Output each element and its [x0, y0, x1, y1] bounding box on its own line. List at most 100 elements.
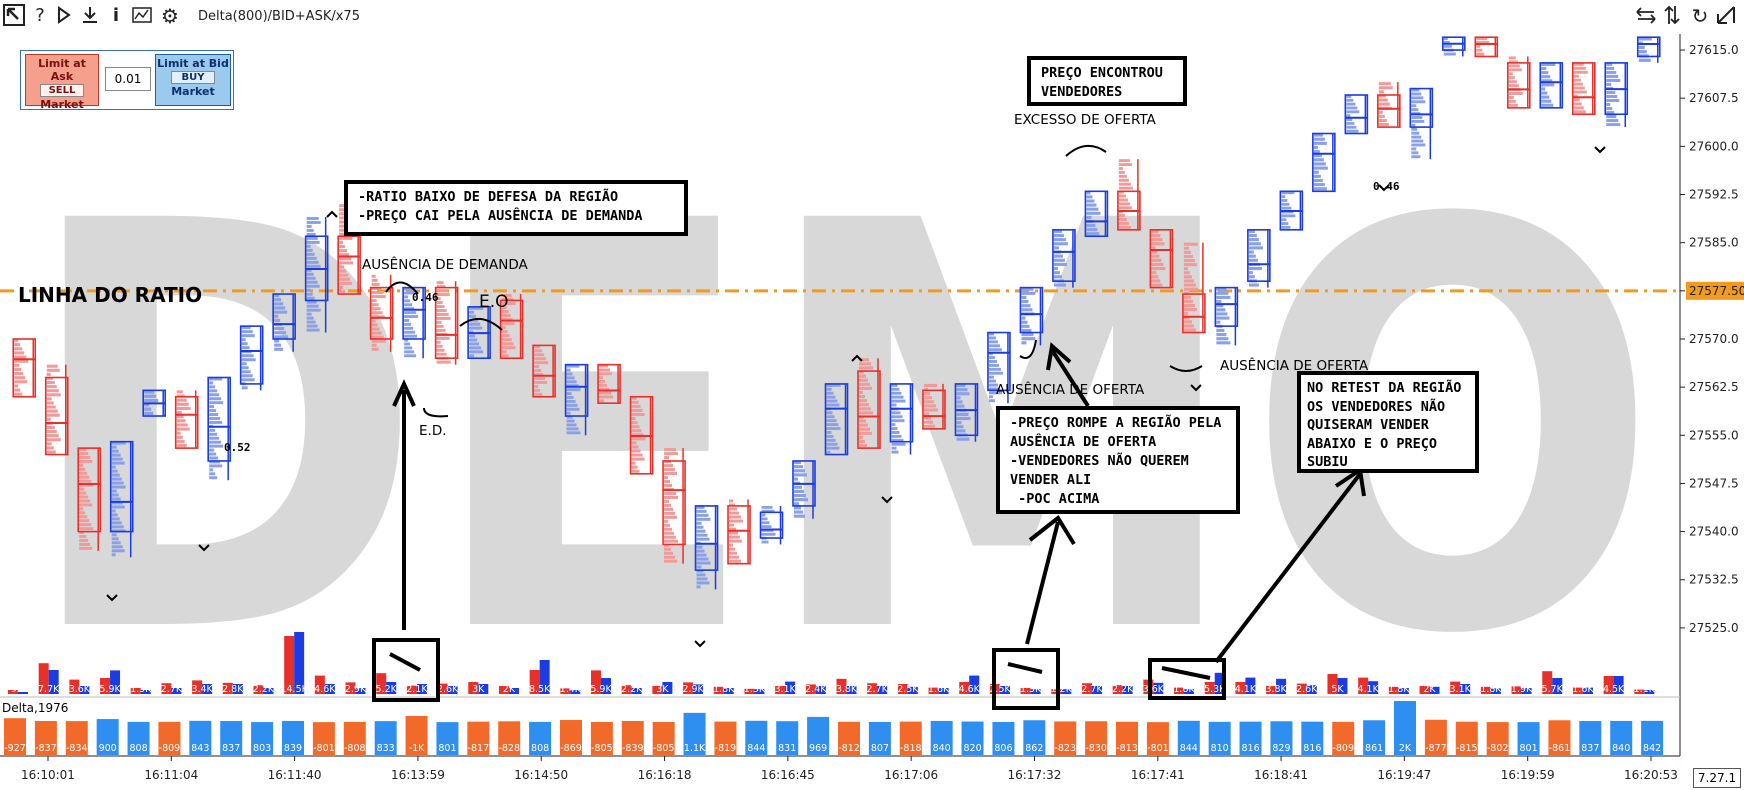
- profile-bar: [664, 503, 672, 507]
- profile-bar: [1281, 218, 1287, 222]
- profile-bar: [1346, 106, 1358, 110]
- profile-bar: [1606, 70, 1617, 74]
- profile-bar: [209, 436, 220, 440]
- collapse-icon[interactable]: [1714, 4, 1738, 28]
- delta-label: 843: [191, 743, 209, 754]
- candle: [402, 286, 426, 359]
- chart-settings-icon[interactable]: [130, 4, 154, 28]
- info-icon[interactable]: i: [112, 5, 120, 26]
- profile-bar: [956, 421, 962, 425]
- volume-label: 5K: [1331, 684, 1344, 695]
- candle-body: [1636, 36, 1661, 58]
- profile-bar: [566, 403, 578, 407]
- swap-icon[interactable]: [1634, 4, 1658, 28]
- profile-bar: [209, 432, 218, 436]
- profile-bar: [664, 535, 677, 539]
- volume-label: 1.5K: [130, 684, 152, 695]
- profile-bar: [371, 303, 379, 307]
- bid-volume-bar: [805, 684, 816, 694]
- bid-volume-bar: [560, 688, 571, 694]
- delta-label: -869: [560, 743, 582, 754]
- profile-bar: [664, 551, 674, 555]
- profile-bar: [923, 416, 931, 420]
- profile-bar: [339, 249, 348, 253]
- bid-volume-bar: [1388, 686, 1399, 694]
- footprint-chart[interactable]: DEMO -927 7.7K 3.6K 5.9K 1.5K 2.7K 3.4K 2.8K 2.2…: [0, 34, 1744, 790]
- profile-bar: [534, 380, 548, 384]
- profile-bar: [111, 497, 121, 501]
- delta-bar: [1054, 721, 1077, 755]
- profile-bar: [209, 420, 223, 424]
- profile-bar: [1053, 258, 1065, 262]
- profile-bar: [794, 460, 802, 465]
- bid-volume-bar: [1235, 682, 1246, 694]
- price-tick-label: 27540.0: [1689, 525, 1739, 539]
- quantity-input[interactable]: 0.01: [105, 67, 151, 91]
- buy-mid-label: BUY: [171, 71, 215, 84]
- delta-label: 840: [933, 743, 951, 754]
- profile-bar: [1183, 250, 1191, 254]
- ask-volume-bar: [1122, 686, 1133, 694]
- bid-volume-bar: [253, 685, 264, 694]
- profile-bar: [46, 405, 56, 409]
- chevron-marker-icon: [198, 544, 210, 552]
- profile-bar: [339, 277, 351, 281]
- profile-bar: [664, 519, 669, 523]
- profile-bar: [1053, 233, 1064, 238]
- profile-bar: [891, 419, 905, 423]
- profile-bar: [566, 392, 572, 396]
- profile-bar: [858, 435, 863, 439]
- candle-body: [1344, 94, 1369, 135]
- select-arrow-icon[interactable]: [2, 4, 26, 28]
- profile-bar: [1151, 250, 1158, 254]
- profile-bar: [436, 352, 447, 356]
- download-icon[interactable]: [78, 4, 102, 28]
- profile-bar: [404, 287, 416, 291]
- profile-bar: [339, 281, 353, 285]
- delta-label: 829: [1272, 743, 1290, 754]
- profile-bar: [696, 517, 711, 521]
- profile-bar: [306, 224, 312, 228]
- profile-bar: [306, 256, 317, 260]
- volume-label: 3.4K: [191, 684, 213, 695]
- candle-body: [1084, 190, 1109, 238]
- sell-button[interactable]: Limit at Ask SELL Market: [25, 54, 99, 111]
- profile-bar: [566, 396, 574, 399]
- profile-bar: [631, 408, 643, 412]
- delta-bar: [899, 721, 922, 755]
- updown-icon[interactable]: [1660, 4, 1684, 28]
- gear-icon[interactable]: ⚙: [161, 4, 179, 28]
- profile-bar: [891, 438, 904, 442]
- profile-bar: [469, 310, 475, 314]
- profile-bar: [1606, 82, 1612, 86]
- profile-bar: [599, 368, 611, 372]
- profile-bar: [1118, 206, 1132, 210]
- profile-bar: [566, 427, 579, 431]
- profile-bar: [501, 322, 515, 326]
- profile-bar: [858, 366, 873, 370]
- volume-label: 4.5K: [1603, 684, 1625, 695]
- volume-label: 1.6K: [1173, 684, 1195, 695]
- buy-button[interactable]: Limit at Bid BUY Market: [155, 54, 231, 106]
- profile-bar: [209, 452, 217, 456]
- profile-bar: [1021, 324, 1030, 328]
- delta-bar: [1023, 720, 1046, 755]
- profile-bar: [729, 539, 743, 543]
- profile-bar: [664, 464, 674, 468]
- profile-bar: [1183, 259, 1195, 263]
- bid-volume-bar: [437, 683, 448, 694]
- profile-bar: [858, 382, 870, 386]
- profile-bar: [469, 338, 478, 342]
- profile-bar: [599, 372, 613, 376]
- profile-bar: [1248, 283, 1259, 287]
- profile-bar: [404, 315, 419, 318]
- refresh-icon[interactable]: ↻: [1691, 4, 1709, 28]
- ask-volume-bar: [140, 690, 151, 694]
- delta-bar: [312, 722, 335, 755]
- profile-bar: [176, 398, 187, 402]
- play-icon[interactable]: [52, 4, 76, 28]
- ask-volume-bar: [202, 684, 213, 694]
- help-icon[interactable]: ?: [35, 5, 45, 26]
- delta-label: -815: [1456, 743, 1478, 754]
- profile-bar: [339, 224, 347, 228]
